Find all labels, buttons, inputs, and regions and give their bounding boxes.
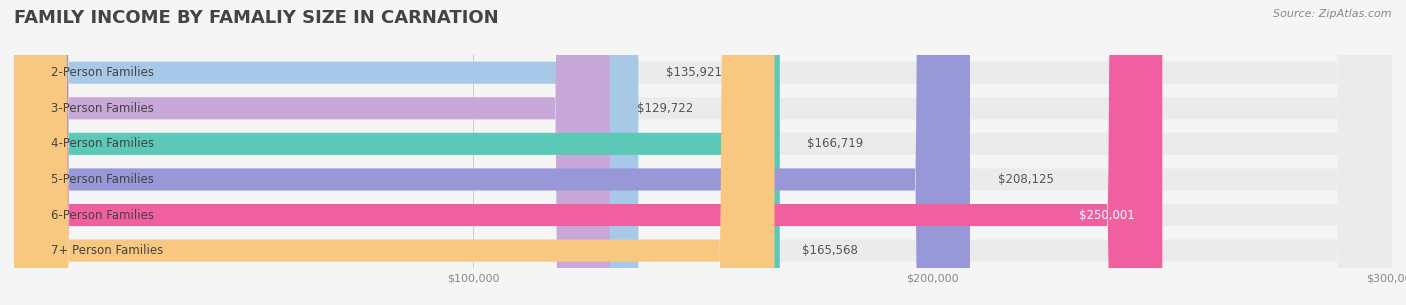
FancyBboxPatch shape: [14, 0, 970, 305]
FancyBboxPatch shape: [14, 0, 1392, 305]
FancyBboxPatch shape: [14, 0, 1392, 305]
FancyBboxPatch shape: [14, 0, 780, 305]
Text: $208,125: $208,125: [997, 173, 1053, 186]
Text: Source: ZipAtlas.com: Source: ZipAtlas.com: [1274, 9, 1392, 19]
Text: 4-Person Families: 4-Person Families: [51, 137, 153, 150]
Text: FAMILY INCOME BY FAMALIY SIZE IN CARNATION: FAMILY INCOME BY FAMALIY SIZE IN CARNATI…: [14, 9, 499, 27]
Text: 3-Person Families: 3-Person Families: [51, 102, 153, 115]
Text: 7+ Person Families: 7+ Person Families: [51, 244, 163, 257]
Text: $166,719: $166,719: [807, 137, 863, 150]
Text: 6-Person Families: 6-Person Families: [51, 209, 153, 221]
Text: 5-Person Families: 5-Person Families: [51, 173, 153, 186]
FancyBboxPatch shape: [14, 0, 1392, 305]
FancyBboxPatch shape: [14, 0, 1392, 305]
FancyBboxPatch shape: [14, 0, 775, 305]
FancyBboxPatch shape: [14, 0, 638, 305]
Text: $165,568: $165,568: [801, 244, 858, 257]
FancyBboxPatch shape: [14, 0, 1392, 305]
Text: 2-Person Families: 2-Person Families: [51, 66, 153, 79]
FancyBboxPatch shape: [14, 0, 610, 305]
FancyBboxPatch shape: [14, 0, 1392, 305]
FancyBboxPatch shape: [14, 0, 1163, 305]
Text: $250,001: $250,001: [1078, 209, 1135, 221]
Text: $129,722: $129,722: [637, 102, 693, 115]
Text: $135,921: $135,921: [666, 66, 721, 79]
